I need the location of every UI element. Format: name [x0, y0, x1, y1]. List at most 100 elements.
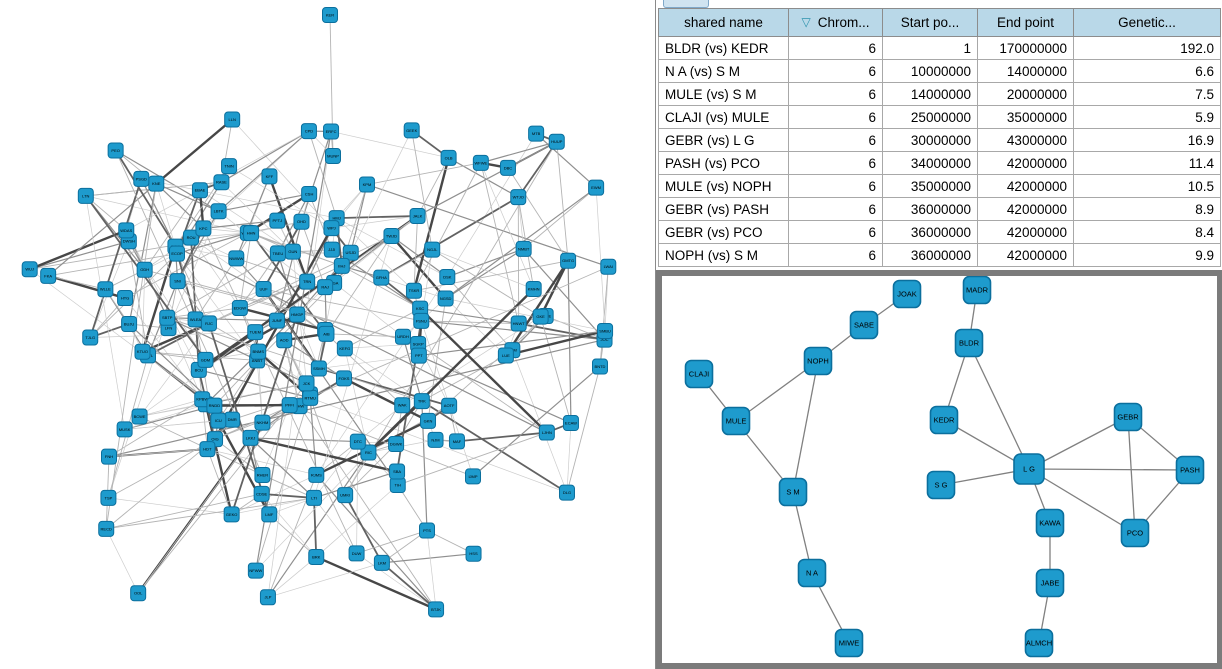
network-edge[interactable] [218, 211, 308, 282]
network-node[interactable]: S G [926, 470, 956, 500]
network-edge[interactable] [390, 235, 447, 300]
network-edge[interactable] [204, 404, 233, 515]
network-edge[interactable] [255, 452, 369, 571]
network-node[interactable]: DBC [499, 159, 516, 176]
network-edge[interactable] [540, 316, 572, 424]
network-edge[interactable] [556, 141, 569, 261]
cell-value[interactable]: 16.9 [1073, 128, 1221, 152]
network-edge[interactable] [344, 443, 397, 496]
network-edge[interactable] [413, 162, 482, 291]
network-node[interactable]: WDAS [118, 222, 135, 239]
network-edge[interactable] [108, 339, 605, 458]
network-edge[interactable] [341, 265, 421, 309]
network-node[interactable]: HUUP [548, 133, 565, 150]
network-edge[interactable] [301, 221, 326, 288]
network-edge[interactable] [456, 431, 547, 443]
table-row[interactable]: MULE (vs) S M 6 14000000 20000000 7.5 [658, 82, 1221, 106]
network-edge[interactable] [214, 403, 290, 407]
table-row[interactable]: GEBR (vs) PCO 6 36000000 42000000 8.4 [658, 220, 1221, 244]
network-edge[interactable] [139, 398, 203, 417]
network-node[interactable]: GMTG [560, 252, 577, 269]
cell-value[interactable]: 6 [788, 128, 883, 152]
cell-value[interactable]: 170000000 [977, 36, 1074, 60]
network-edge[interactable] [326, 235, 392, 335]
network-edge[interactable] [968, 342, 1030, 470]
network-edge[interactable] [115, 150, 219, 212]
network-node[interactable]: HHN [243, 225, 260, 242]
network-edge[interactable] [413, 260, 569, 292]
network-node[interactable]: GKN [420, 412, 437, 429]
network-edge[interactable] [175, 246, 237, 259]
network-node[interactable]: RASE [213, 174, 230, 191]
network-node[interactable]: IJMP [465, 468, 482, 485]
network-edge[interactable] [105, 528, 139, 594]
network-edge[interactable] [195, 288, 264, 320]
cell-value[interactable]: 43000000 [977, 128, 1074, 152]
network-node[interactable]: HSS [465, 545, 482, 562]
network-edge[interactable] [381, 562, 437, 611]
cell-shared-name[interactable]: GEBR (vs) L G [658, 128, 789, 152]
network-node[interactable]: EBAE [191, 182, 208, 199]
column-header-start-position[interactable]: Start po... [882, 8, 978, 37]
cell-value[interactable]: 6 [788, 59, 883, 83]
network-edge[interactable] [421, 320, 519, 325]
network-edge[interactable] [255, 394, 311, 571]
network-node[interactable]: EDGW [231, 299, 248, 316]
network-node[interactable]: JOAK [892, 279, 922, 309]
network-node[interactable]: ODH [136, 261, 153, 278]
network-node[interactable]: TJLG [82, 329, 99, 346]
network-edge[interactable] [1028, 416, 1129, 470]
network-edge[interactable] [258, 351, 307, 384]
network-edge[interactable] [144, 189, 201, 271]
network-edge[interactable] [218, 193, 310, 212]
network-node[interactable]: ERFC [323, 123, 340, 140]
network-node[interactable]: MAF [448, 433, 465, 450]
network-edge[interactable] [167, 317, 277, 322]
network-node[interactable]: NGSD [437, 290, 454, 307]
network-edge[interactable] [199, 189, 294, 252]
network-node[interactable]: DMR [224, 411, 241, 428]
table-row[interactable]: N A (vs) S M 6 10000000 14000000 6.6 [658, 59, 1221, 83]
network-edge[interactable] [108, 438, 216, 499]
cell-shared-name[interactable]: N A (vs) S M [658, 59, 789, 83]
network-edge[interactable] [106, 497, 315, 530]
network-edge[interactable] [397, 432, 547, 486]
network-node[interactable]: LKKJ [242, 429, 259, 446]
network-edge[interactable] [448, 157, 519, 198]
network-edge[interactable] [261, 493, 317, 558]
network-edge[interactable] [1127, 416, 1136, 534]
network-edge[interactable] [228, 165, 332, 229]
network-node[interactable]: SBA [389, 463, 406, 480]
network-edge[interactable] [413, 215, 419, 291]
network-node[interactable]: URDH [394, 328, 411, 345]
cell-value[interactable]: 42000000 [977, 174, 1074, 198]
table-row[interactable]: NOPH (vs) S M 6 36000000 42000000 9.9 [658, 243, 1221, 267]
network-node[interactable]: GUN [284, 243, 301, 260]
network-node[interactable]: CSH [301, 185, 318, 202]
network-node[interactable]: NFWW [247, 562, 264, 579]
detail-network-canvas[interactable]: JOAK MADR SABE BLDR NOPH CLAJI GEBR KEDR MULE L G… [662, 275, 1217, 663]
network-node[interactable]: BCWE [131, 408, 148, 425]
table-tab-stub[interactable] [663, 0, 709, 8]
network-node[interactable]: JABE [1035, 568, 1065, 598]
network-node[interactable]: LJHN [538, 424, 555, 441]
network-node[interactable]: JJJI [323, 241, 340, 258]
network-edge[interactable] [29, 240, 129, 270]
network-edge[interactable] [267, 562, 382, 598]
network-edge[interactable] [167, 307, 240, 319]
network-edge[interactable] [517, 197, 524, 249]
network-node[interactable]: OOL [130, 585, 147, 602]
cell-value[interactable]: 36000000 [882, 220, 978, 244]
network-edge[interactable] [308, 130, 338, 219]
network-edge[interactable] [447, 248, 524, 278]
network-edge[interactable] [105, 183, 157, 529]
network-node[interactable]: BUJU [121, 315, 138, 332]
cell-value[interactable]: 36000000 [882, 197, 978, 221]
table-row[interactable]: MULE (vs) NOPH 6 35000000 42000000 10.5 [658, 174, 1221, 198]
network-edge[interactable] [124, 297, 203, 400]
cell-value[interactable]: 42000000 [977, 197, 1074, 221]
network-edge[interactable] [480, 141, 557, 164]
network-node[interactable]: TSKR [405, 282, 422, 299]
network-edge[interactable] [128, 241, 206, 361]
network-node[interactable]: L G [1013, 453, 1045, 485]
